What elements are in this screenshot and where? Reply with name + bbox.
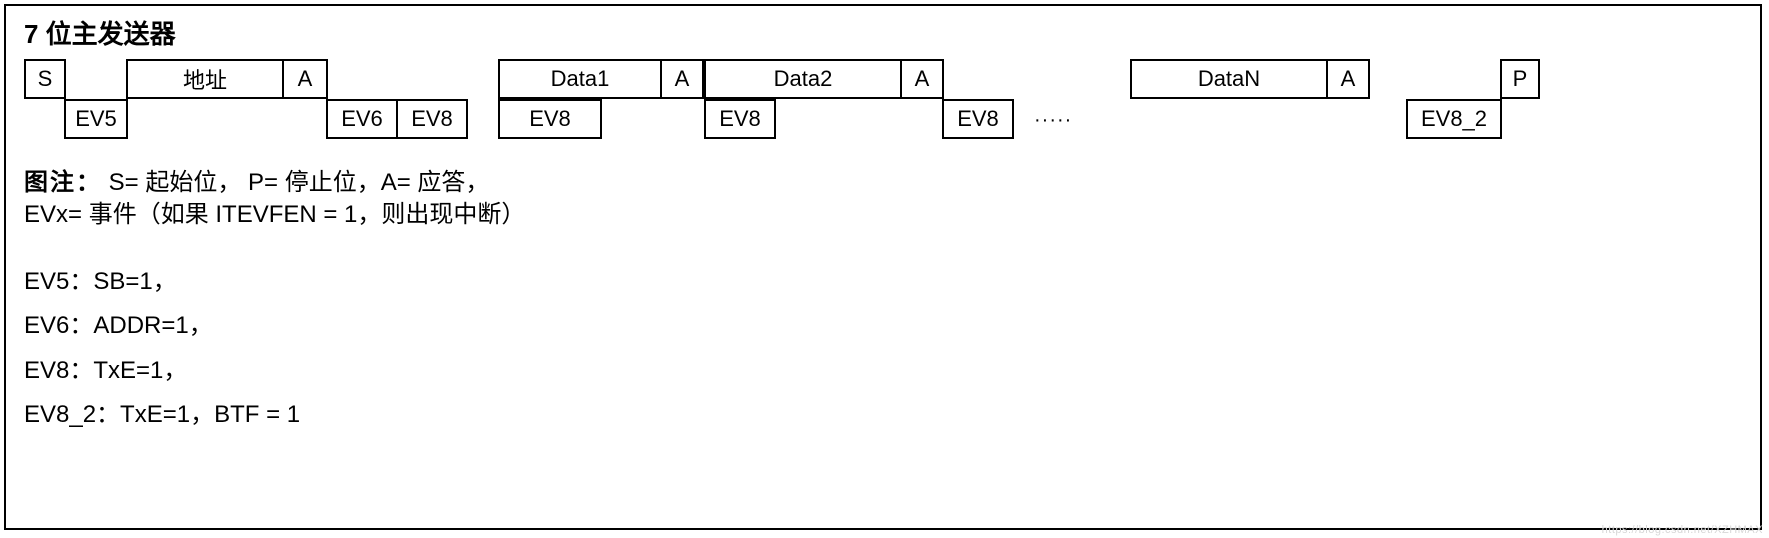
timing-cell: S bbox=[24, 59, 66, 99]
event-row: EV5：SB=1， bbox=[24, 260, 1742, 304]
timing-cell: 地址 bbox=[126, 59, 284, 99]
timing-cell: EV8 bbox=[498, 99, 602, 139]
timing-cell: A bbox=[900, 59, 944, 99]
legend-label: 图注： bbox=[24, 169, 102, 196]
legend-line2: EVx= 事件（如果 ITEVFEN = 1，则出现中断） bbox=[24, 201, 525, 228]
timing-cell: EV8 bbox=[942, 99, 1014, 139]
timing-cell: EV6 bbox=[326, 99, 398, 139]
diagram-frame: 7 位主发送器 S地址AData1AData2ADataNAP EV5EV6EV… bbox=[4, 4, 1762, 530]
event-row: EV6：ADDR=1， bbox=[24, 304, 1742, 348]
legend: 图注： S= 起始位， P= 停止位，A= 应答， EVx= 事件（如果 ITE… bbox=[24, 167, 1742, 232]
timing-cell: EV8 bbox=[704, 99, 776, 139]
timing-cell: EV5 bbox=[64, 99, 128, 139]
watermark: https://blog.csdn.net/XZHMAX bbox=[1602, 524, 1763, 536]
timing-cell: EV8_2 bbox=[1406, 99, 1502, 139]
event-row: EV8：TxE=1， bbox=[24, 349, 1742, 393]
event-row: EV8_2：TxE=1，BTF = 1 bbox=[24, 393, 1742, 437]
timing-cell: A bbox=[282, 59, 328, 99]
timing-cell: DataN bbox=[1130, 59, 1328, 99]
timing-cell: Data1 bbox=[498, 59, 662, 99]
legend-line1: S= 起始位， P= 停止位，A= 应答， bbox=[102, 169, 489, 196]
timing-cell: A bbox=[1326, 59, 1370, 99]
timing-cell: A bbox=[660, 59, 704, 99]
timing-cell: P bbox=[1500, 59, 1540, 99]
timing-cell: EV8 bbox=[396, 99, 468, 139]
event-list: EV5：SB=1， EV6：ADDR=1， EV8：TxE=1， EV8_2：T… bbox=[24, 260, 1742, 438]
diagram-title: 7 位主发送器 bbox=[24, 14, 1742, 51]
ellipsis: ····· bbox=[1034, 109, 1072, 132]
timing-cell: Data2 bbox=[704, 59, 902, 99]
timing-diagram: S地址AData1AData2ADataNAP EV5EV6EV8EV8EV8E… bbox=[24, 59, 1734, 141]
